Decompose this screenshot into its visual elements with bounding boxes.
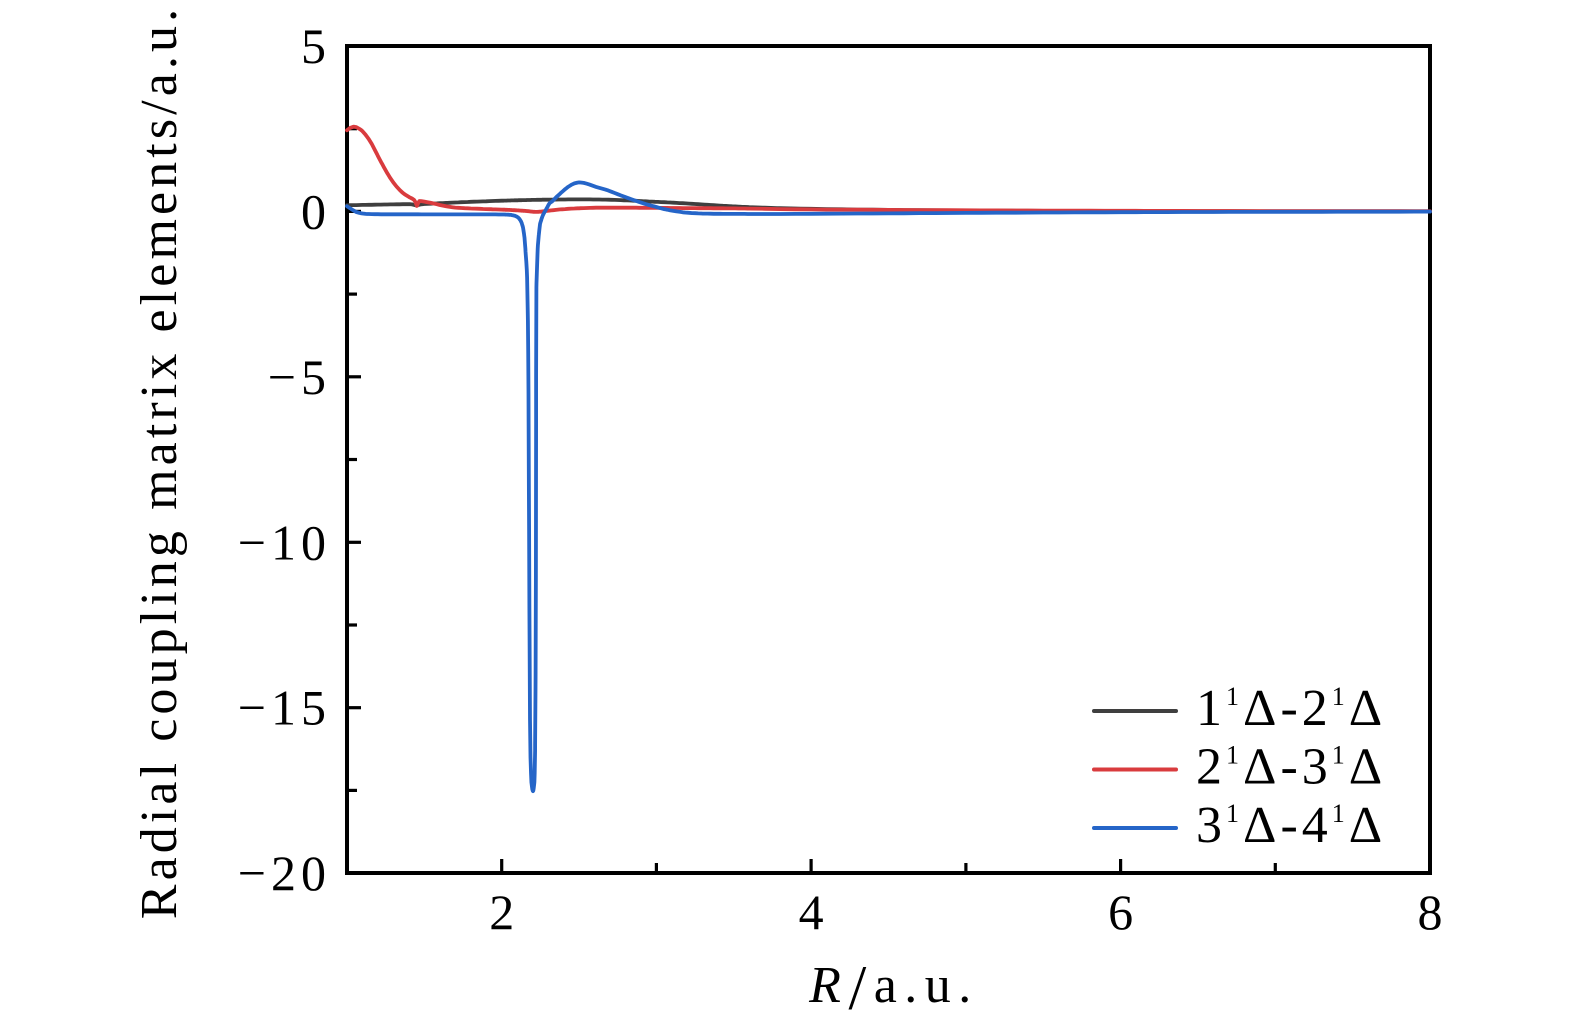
svg-text:−10: −10	[238, 514, 331, 570]
svg-text:2: 2	[489, 884, 514, 940]
svg-text:R/a.u.: R/a.u.	[808, 952, 979, 1023]
svg-text:6: 6	[1108, 884, 1133, 940]
svg-text:11Δ-21Δ: 11Δ-21Δ	[1196, 680, 1386, 737]
svg-text:21Δ-31Δ: 21Δ-31Δ	[1196, 739, 1386, 796]
svg-text:−5: −5	[268, 349, 331, 405]
svg-text:0: 0	[301, 183, 331, 239]
svg-text:Radial coupling matrix element: Radial coupling matrix elements/a.u.	[131, 5, 188, 919]
svg-text:8: 8	[1418, 884, 1443, 940]
svg-text:−15: −15	[238, 680, 331, 736]
svg-text:31Δ-41Δ: 31Δ-41Δ	[1196, 797, 1386, 854]
svg-text:−20: −20	[238, 845, 331, 901]
svg-text:5: 5	[301, 18, 331, 74]
svg-text:4: 4	[799, 884, 824, 940]
